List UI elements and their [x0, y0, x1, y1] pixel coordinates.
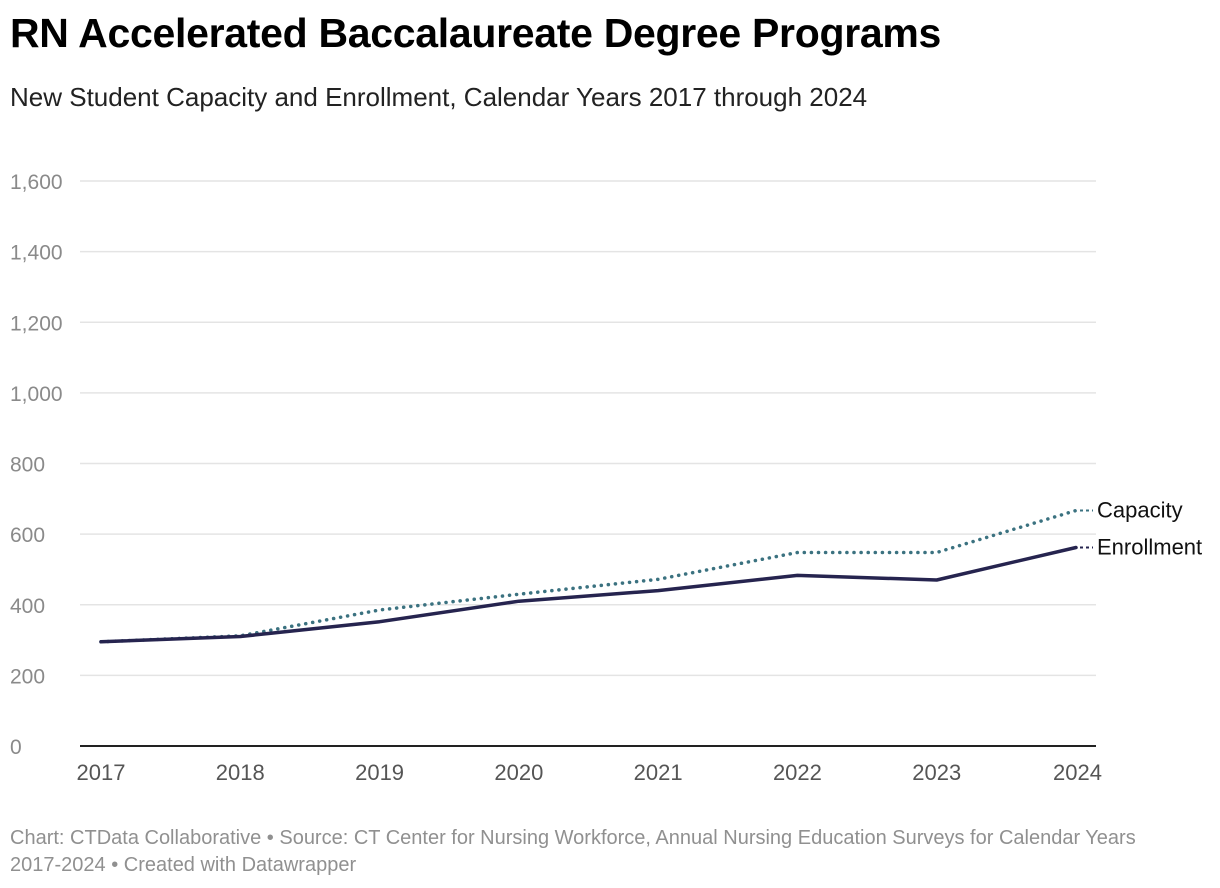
- x-tick-label: 2023: [912, 760, 961, 785]
- x-tick-label: 2022: [773, 760, 822, 785]
- footer-source[interactable]: CT Center for Nursing Workforce, Annual …: [10, 827, 1136, 876]
- y-tick-label: 1,200: [10, 312, 63, 335]
- enrollment-series-label: Enrollment: [1097, 535, 1202, 560]
- capacity-series-label: Capacity: [1097, 497, 1183, 522]
- chart-title: RN Accelerated Baccalaureate Degree Prog…: [10, 10, 942, 56]
- y-tick-label: 0: [10, 736, 22, 759]
- x-tick-label: 2018: [216, 760, 265, 785]
- y-tick-label: 600: [10, 524, 45, 547]
- footer-datawrapper-credit[interactable]: Created with Datawrapper: [123, 854, 357, 876]
- capacity-line: [99, 508, 1078, 644]
- y-tick-label: 400: [10, 595, 45, 618]
- y-tick-label: 800: [10, 454, 45, 477]
- x-tick-label: 2019: [355, 760, 404, 785]
- footer-source-label: • Source:: [261, 827, 354, 849]
- x-tick-label: 2017: [77, 760, 126, 785]
- y-tick-label: 1,000: [10, 383, 63, 406]
- y-tick-label: 1,400: [10, 242, 63, 265]
- footer-chart-credit[interactable]: CTData Collaborative: [70, 827, 262, 849]
- x-tick-label: 2021: [634, 760, 683, 785]
- x-tick-label: 2020: [494, 760, 543, 785]
- x-tick-label: 2024: [1053, 760, 1102, 785]
- enrollment-line: [99, 545, 1078, 644]
- y-tick-label: 200: [10, 665, 45, 688]
- chart-footer: Chart: CTData Collaborative • Source: CT…: [10, 825, 1190, 879]
- chart-subtitle: New Student Capacity and Enrollment, Cal…: [10, 82, 868, 112]
- footer-prefix: Chart:: [10, 827, 71, 849]
- footer-separator: •: [105, 854, 124, 876]
- y-tick-label: 1,600: [10, 171, 63, 194]
